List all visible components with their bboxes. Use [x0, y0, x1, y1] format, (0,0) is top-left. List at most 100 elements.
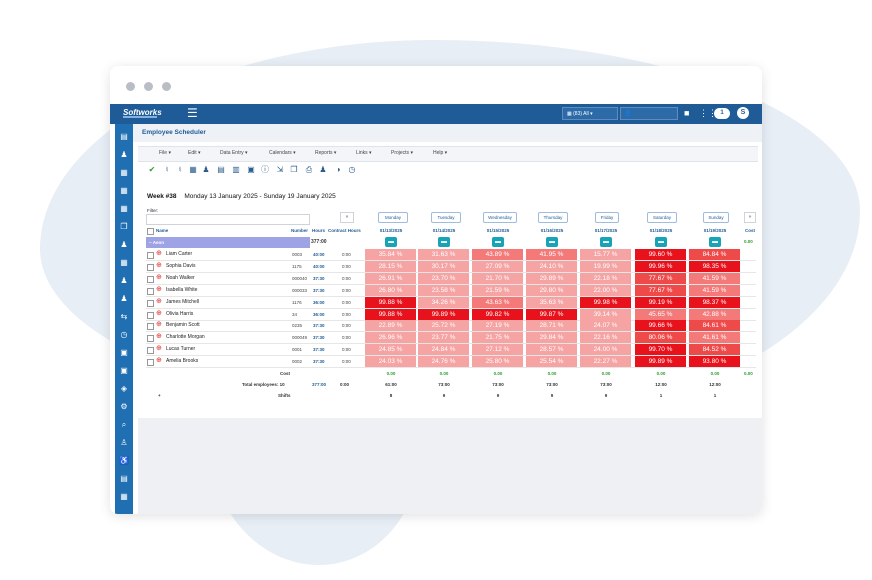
- document-icon[interactable]: ▥: [232, 165, 240, 174]
- schedule-cell[interactable]: 29.89 %: [526, 272, 577, 284]
- schedule-cell[interactable]: 99.66 %: [635, 320, 686, 332]
- schedule-cell[interactable]: 22.89 %: [365, 320, 416, 332]
- schedule-cell[interactable]: 23.58 %: [418, 284, 469, 296]
- employee-name[interactable]: Lucas Turner: [166, 346, 196, 353]
- next-week-button[interactable]: »: [744, 212, 756, 223]
- message-icon[interactable]: ▬: [709, 237, 721, 247]
- schedule-cell[interactable]: 15.77 %: [580, 249, 631, 260]
- col-header-contract[interactable]: Contract Hours: [328, 228, 361, 233]
- schedule-cell[interactable]: 22.27 %: [580, 356, 631, 368]
- schedule-cell[interactable]: 24.76 %: [418, 356, 469, 368]
- table-row[interactable]: ⊕ Charlotte Morgan 000049 37:30 0:00 26.96 % 2…: [146, 332, 756, 345]
- day-button-sunday[interactable]: Sunday: [703, 212, 729, 223]
- table-row[interactable]: ⊕ Noah Walker 000040 37:30 0:00 26.91 % 23.70 …: [146, 272, 756, 285]
- add-shift-icon[interactable]: ⊕: [156, 309, 162, 317]
- schedule-cell[interactable]: 41.59 %: [689, 284, 740, 296]
- menu-links[interactable]: Links ▾: [356, 150, 372, 156]
- sidebar-shield-icon[interactable]: ◈: [120, 384, 128, 393]
- assign-alt-icon[interactable]: ♮: [178, 165, 182, 174]
- assign-icon[interactable]: ♮: [165, 165, 169, 174]
- table-row[interactable]: ⊕ James Mitchell 1176 36:00 0:00 99.88 % 34.26…: [146, 296, 756, 309]
- schedule-cell[interactable]: 35.63 %: [526, 296, 577, 308]
- add-shift-icon[interactable]: ⊕: [156, 345, 162, 353]
- user-avatar[interactable]: S: [737, 107, 749, 119]
- schedule-cell[interactable]: 34.26 %: [418, 296, 469, 308]
- row-checkbox[interactable]: [147, 311, 154, 319]
- row-checkbox[interactable]: [147, 287, 154, 295]
- table-row[interactable]: ⊕ Olivia Harris 34 36:00 0:00 99.88 % 99.89 % 9…: [146, 308, 756, 321]
- schedule-cell[interactable]: 27.12 %: [472, 344, 523, 356]
- schedule-cell[interactable]: 25.80 %: [472, 356, 523, 368]
- day-button-tuesday[interactable]: Tuesday: [431, 212, 461, 223]
- col-header-name[interactable]: Name: [156, 228, 169, 233]
- schedule-cell[interactable]: 99.82 %: [472, 308, 523, 320]
- day-button-monday[interactable]: Monday: [378, 212, 408, 223]
- table-row[interactable]: ⊕ Amelia Brooks 0002 37:30 0:00 24.03 % 24.76 …: [146, 356, 756, 369]
- schedule-cell[interactable]: 28.15 %: [365, 260, 416, 272]
- schedule-cell[interactable]: 99.98 %: [580, 296, 631, 308]
- employee-name[interactable]: Amelia Brooks: [166, 358, 199, 365]
- employee-name[interactable]: Sophia Davis: [166, 262, 196, 269]
- schedule-cell[interactable]: 84.61 %: [689, 320, 740, 332]
- employee-name[interactable]: Benjamin Scott: [166, 322, 200, 329]
- add-shift-icon[interactable]: ⊕: [156, 261, 162, 269]
- day-button-wednesday[interactable]: Wednesday: [483, 212, 517, 223]
- softworks-logo[interactable]: Softworks: [123, 108, 162, 117]
- sidebar-transfer-icon[interactable]: ⇆: [120, 312, 128, 321]
- schedule-cell[interactable]: 45.65 %: [635, 308, 686, 320]
- schedule-cell[interactable]: 24.03 %: [365, 356, 416, 368]
- row-checkbox[interactable]: [147, 299, 154, 307]
- sidebar-report-icon[interactable]: ▤: [120, 474, 128, 483]
- message-icon[interactable]: ▬: [546, 237, 558, 247]
- copy-icon[interactable]: ❐: [290, 165, 298, 174]
- message-icon[interactable]: ▬: [600, 237, 612, 247]
- table-row[interactable]: ⊕ Lucas Turner 0001 37:30 0:00 24.85 % 24.84 %…: [146, 344, 756, 357]
- schedule-cell[interactable]: 93.80 %: [689, 356, 740, 368]
- apps-grid-icon[interactable]: ⋮⋮: [699, 108, 717, 118]
- schedule-cell[interactable]: 98.35 %: [689, 260, 740, 272]
- schedule-cell[interactable]: 24.10 %: [526, 260, 577, 272]
- employee-name[interactable]: James Mitchell: [166, 298, 200, 305]
- schedule-cell[interactable]: 19.99 %: [580, 260, 631, 272]
- sidebar-calendar-week-icon[interactable]: ▦: [120, 204, 128, 213]
- employee-name[interactable]: Charlotte Morgan: [166, 334, 205, 341]
- schedule-cell[interactable]: 29.84 %: [526, 332, 577, 344]
- col-header-cost[interactable]: Cost: [745, 228, 755, 233]
- employee-name[interactable]: Olivia Harris: [166, 310, 194, 317]
- schedule-cell[interactable]: 29.80 %: [526, 284, 577, 296]
- schedule-cell[interactable]: 99.88 %: [365, 296, 416, 308]
- select-all-checkbox[interactable]: [147, 228, 154, 235]
- sidebar-cog-icon[interactable]: ⚙: [120, 402, 128, 411]
- schedule-cell[interactable]: 24.07 %: [580, 320, 631, 332]
- schedule-cell[interactable]: 26.91 %: [365, 272, 416, 284]
- add-shift-icon[interactable]: ⊕: [156, 321, 162, 329]
- row-checkbox[interactable]: [147, 252, 154, 259]
- menu-calendars[interactable]: Calendars ▾: [269, 150, 296, 156]
- user-settings-icon[interactable]: ♟: [319, 165, 327, 174]
- schedule-cell[interactable]: 21.75 %: [472, 332, 523, 344]
- schedule-cell[interactable]: 99.87 %: [526, 308, 577, 320]
- shifts-toggle[interactable]: +: [158, 393, 161, 398]
- employee-search-input[interactable]: 👤: [620, 107, 678, 120]
- menu-file[interactable]: File ▾: [159, 150, 171, 156]
- schedule-cell[interactable]: 24.00 %: [580, 344, 631, 356]
- sidebar-search-icon[interactable]: ⌕: [121, 420, 127, 429]
- schedule-cell[interactable]: 84.84 %: [689, 249, 740, 260]
- sidebar-copy-icon[interactable]: ❐: [120, 222, 128, 231]
- row-checkbox[interactable]: [147, 263, 154, 271]
- schedule-cell[interactable]: 22.18 %: [580, 272, 631, 284]
- chart-icon[interactable]: ◑: [335, 165, 341, 174]
- sidebar-planner-icon[interactable]: ▦: [120, 258, 128, 267]
- schedule-cell[interactable]: 23.70 %: [418, 272, 469, 284]
- table-row[interactable]: ⊕ Sophia Davis 1175 40:00 0:00 28.15 % 30.17 %…: [146, 260, 756, 273]
- message-icon[interactable]: ▬: [492, 237, 504, 247]
- schedule-cell[interactable]: 23.77 %: [418, 332, 469, 344]
- schedule-cell[interactable]: 77.67 %: [635, 272, 686, 284]
- schedule-cell[interactable]: 22.00 %: [580, 284, 631, 296]
- row-checkbox[interactable]: [147, 323, 154, 331]
- employee-name[interactable]: Liam Carter: [166, 251, 193, 257]
- schedule-cell[interactable]: 22.16 %: [580, 332, 631, 344]
- schedule-cell[interactable]: 28.71 %: [526, 320, 577, 332]
- clock-icon[interactable]: ◷: [348, 165, 356, 174]
- schedule-cell[interactable]: 39.14 %: [580, 308, 631, 320]
